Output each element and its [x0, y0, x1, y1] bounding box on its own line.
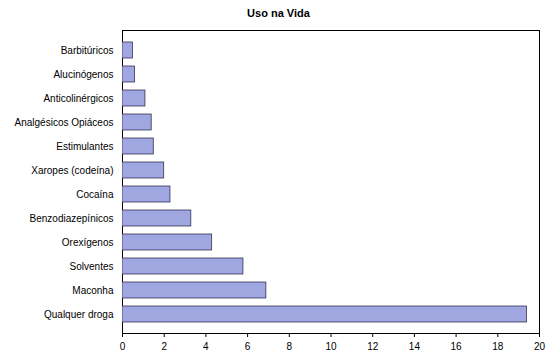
svg-text:10: 10: [325, 341, 337, 352]
svg-text:20: 20: [534, 341, 546, 352]
svg-text:8: 8: [287, 341, 293, 352]
svg-text:14: 14: [409, 341, 421, 352]
svg-text:Orexígenos: Orexígenos: [62, 237, 114, 248]
svg-text:Solventes: Solventes: [70, 261, 114, 272]
svg-text:Alucinógenos: Alucinógenos: [53, 69, 113, 80]
svg-text:Anticolinérgicos: Anticolinérgicos: [43, 93, 113, 104]
svg-text:0: 0: [120, 341, 126, 352]
svg-text:Maconha: Maconha: [72, 285, 114, 296]
svg-text:16: 16: [451, 341, 463, 352]
svg-text:Cocaína: Cocaína: [76, 189, 114, 200]
svg-text:6: 6: [245, 341, 251, 352]
svg-text:Analgésicos Opiáceos: Analgésicos Opiáceos: [15, 117, 114, 128]
svg-text:4: 4: [203, 341, 209, 352]
svg-text:Xaropes (codeína): Xaropes (codeína): [31, 165, 113, 176]
svg-text:Estimulantes: Estimulantes: [56, 141, 113, 152]
svg-text:18: 18: [492, 341, 504, 352]
svg-text:12: 12: [367, 341, 379, 352]
svg-text:Barbitúricos: Barbitúricos: [61, 45, 114, 56]
svg-text:2: 2: [161, 341, 167, 352]
html-text:Uso na Vida: Uso na Vida: [247, 7, 310, 19]
svg-text:Qualquer droga: Qualquer droga: [44, 309, 114, 320]
svg-text:Benzodiazepínicos: Benzodiazepínicos: [30, 213, 114, 224]
